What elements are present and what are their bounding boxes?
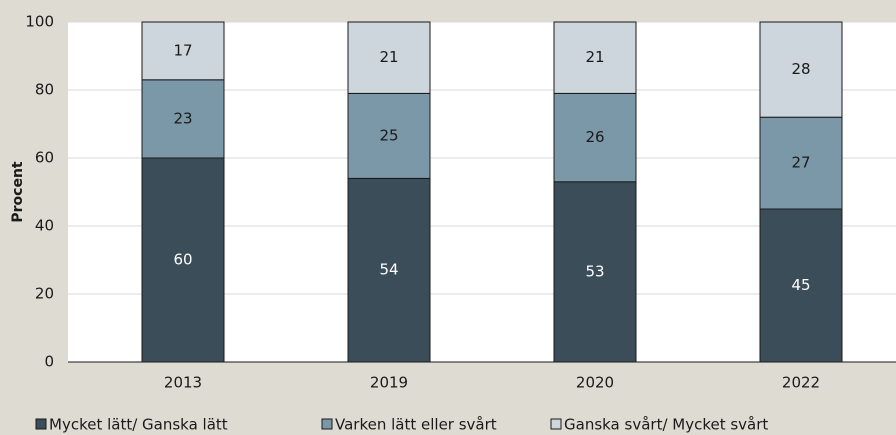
data-label: 27 [791, 154, 810, 172]
y-tick-label: 20 [35, 285, 54, 303]
legend-swatch [35, 418, 47, 430]
data-label: 53 [585, 262, 604, 280]
y-axis-label: Procent [10, 161, 26, 223]
data-label: 21 [585, 48, 604, 66]
bar-segment [759, 208, 843, 363]
x-tick-label: 2013 [164, 374, 202, 392]
bar-segment [553, 92, 637, 183]
data-label: 25 [379, 126, 398, 144]
bar-segment [553, 21, 637, 94]
y-tick-label: 0 [44, 353, 54, 371]
y-tick-label: 60 [35, 149, 54, 167]
data-label: 28 [791, 60, 810, 78]
legend-label: Varken lätt eller svårt [335, 416, 497, 434]
bar-segment [141, 21, 225, 81]
legend-swatch [321, 418, 333, 430]
x-tick-label: 2022 [782, 374, 820, 392]
bar-segment [141, 79, 225, 159]
legend-label: Mycket lätt/ Ganska lätt [49, 416, 228, 434]
bar-segment [347, 92, 431, 179]
y-tick-label: 80 [35, 81, 54, 99]
data-label: 60 [173, 251, 192, 269]
legend-swatch [550, 418, 562, 430]
data-label: 17 [173, 41, 192, 59]
bar-segment [347, 21, 431, 94]
bar-segment [759, 21, 843, 118]
data-label: 23 [173, 109, 192, 127]
y-tick-label: 100 [25, 13, 54, 31]
data-label: 26 [585, 128, 604, 146]
data-label: 45 [791, 276, 810, 294]
data-label: 54 [379, 261, 398, 279]
y-tick-label: 40 [35, 217, 54, 235]
data-label: 21 [379, 48, 398, 66]
x-tick-label: 2019 [370, 374, 408, 392]
x-tick-label: 2020 [576, 374, 614, 392]
bar-segment [141, 157, 225, 363]
legend-label: Ganska svårt/ Mycket svårt [564, 416, 768, 434]
